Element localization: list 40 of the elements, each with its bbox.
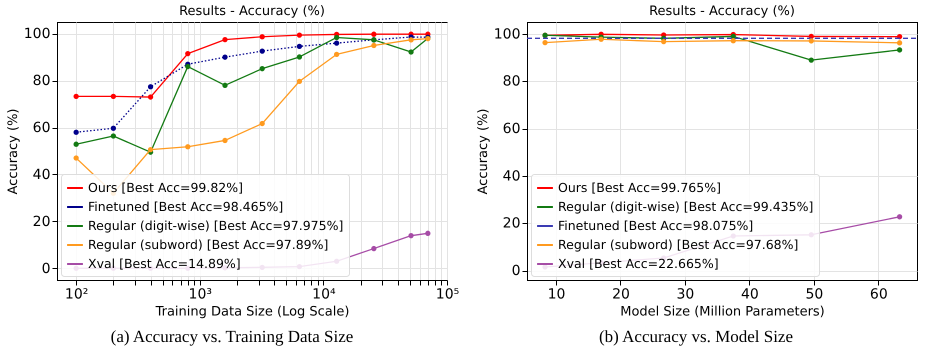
text: (a) Accuracy vs. Training Data Size [110, 327, 354, 347]
legend-label: Regular (subword) [Best Acc=97.68%] [558, 237, 798, 252]
text: (b) Accuracy vs. Model Size [598, 327, 794, 347]
x-tick-label: 10² [64, 286, 88, 302]
y-tick-label: 40 [502, 168, 520, 184]
x-tick-label: 60 [869, 286, 888, 302]
legend-label: Finetuned [Best Acc=98.465%] [88, 199, 283, 214]
legend-label: Regular (subword) [Best Acc=97.89%] [88, 237, 328, 252]
y-tick-label: 20 [32, 214, 50, 230]
legend-label: Ours [Best Acc=99.82%] [88, 180, 243, 195]
legend-label: Finetuned [Best Acc=98.075%] [558, 218, 753, 233]
x-tick-label: 50 [804, 286, 823, 302]
y-tick-label: 80 [502, 74, 520, 90]
chart-title: Results - Accuracy (%) [648, 4, 794, 19]
x-tick-label: 30 [676, 286, 694, 302]
x-tick-label: 10⁵ [435, 286, 459, 302]
legend-label: Ours [Best Acc=99.765%] [558, 180, 720, 195]
y-tick-label: 40 [32, 166, 50, 183]
x-axis-title: Model Size (Million Parameters) [620, 304, 824, 320]
x-tick-label: 10 [547, 286, 565, 302]
legend-label: Xval [Best Acc=22.665%] [558, 256, 718, 271]
x-tick-label: 10³ [188, 286, 212, 302]
legend-label: Regular (digit-wise) [Best Acc=99.435%] [558, 199, 813, 214]
y-tick-label: 100 [493, 26, 520, 42]
y-axis-title: Accuracy (%) [475, 108, 490, 194]
y-tick-label: 20 [502, 216, 520, 232]
x-tick-label: 10⁴ [312, 286, 336, 302]
y-tick-label: 0 [511, 263, 520, 280]
legend-label: Xval [Best Acc=14.89%] [88, 256, 240, 271]
y-tick-label: 100 [23, 26, 50, 42]
legend-label: Regular (digit-wise) [Best Acc=97.975%] [88, 218, 343, 233]
x-axis-title: Training Data Size (Log Scale) [154, 304, 349, 320]
chart-title: Results - Accuracy (%) [178, 4, 324, 19]
y-tick-label: 0 [41, 260, 50, 277]
y-tick-label: 80 [32, 73, 50, 90]
x-tick-label: 20 [612, 286, 630, 302]
y-tick-label: 60 [502, 121, 520, 138]
y-axis-title: Accuracy (%) [5, 108, 20, 194]
y-tick-label: 60 [32, 120, 50, 136]
x-tick-label: 40 [740, 286, 758, 302]
